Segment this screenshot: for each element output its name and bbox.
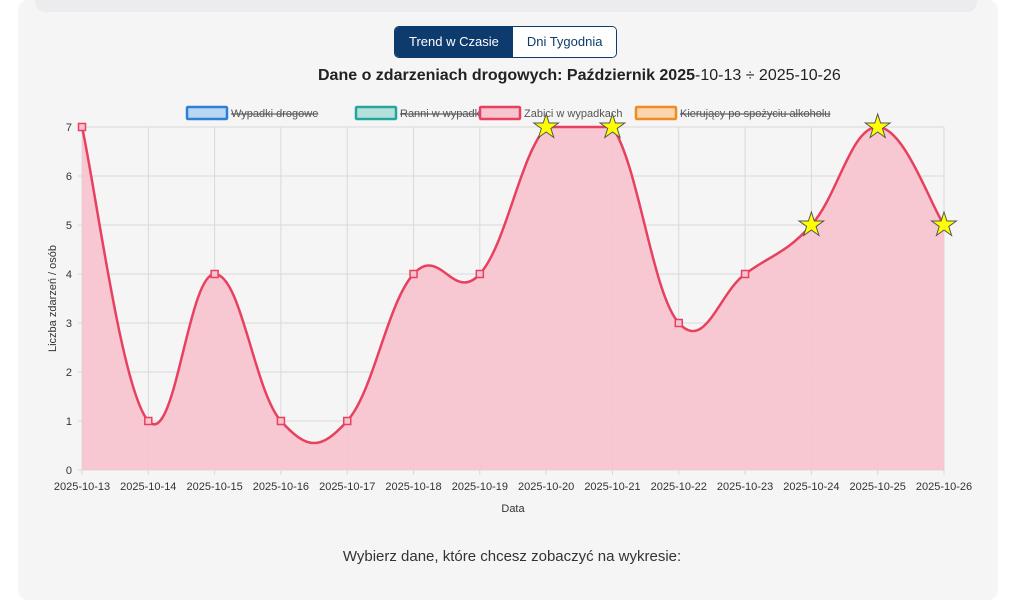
highlight-star-marker [797,210,826,237]
chart-title-year: 2025 [659,67,695,84]
chart-title-start: -10-13 [695,67,742,84]
data-point-marker [342,416,352,426]
data-selection-prompt: Wybierz dane, które chcesz zobaczyć na w… [342,548,682,565]
x-axis-title: Data [501,503,525,515]
y-tick-label: 4 [66,269,72,281]
tab-weekdays[interactable]: Dni Tygodnia [512,27,617,57]
x-tick-label: 2025-10-22 [651,481,707,493]
x-tick-label: 2025-10-15 [186,481,242,493]
x-tick-label: 2025-10-24 [783,481,839,493]
legend-swatch [634,105,678,121]
data-point-marker [409,269,418,279]
x-tick-label: 2025-10-14 [120,481,176,493]
series-area [82,127,944,470]
y-tick-label: 7 [66,122,72,134]
x-tick-label: 2025-10-19 [452,481,508,493]
x-tick-label: 2025-10-16 [253,481,309,493]
x-tick-label: 2025-10-21 [584,481,640,493]
x-tick-label: 2025-10-13 [54,481,110,493]
highlight-star-marker [930,210,958,237]
y-tick-label: 1 [66,416,72,428]
chart-title-main: Dane o zdarzeniach drogowych: Październi… [318,67,660,84]
data-point-marker [144,416,153,426]
data-point-marker [210,269,219,279]
y-tick-label: 3 [66,318,72,330]
data-point-marker [77,122,87,132]
data-point-marker [475,269,485,279]
data-point-marker [674,318,684,328]
legend-swatch [185,105,229,121]
highlight-star-marker [532,112,561,139]
top-card [35,0,977,12]
legend-label[interactable]: Kierujący po spożyciu alkoholu [680,108,830,120]
tab-trend[interactable]: Trend w Czasie [395,27,513,57]
legend-swatch [478,105,522,121]
x-tick-label: 2025-10-18 [385,481,441,493]
legend-label[interactable]: Zabici w wypadkach [524,108,622,120]
chart-title-end: 2025-10-26 [758,67,841,84]
y-tick-label: 0 [66,465,72,477]
highlight-star-marker [598,112,627,139]
legend-label[interactable]: Ranni w wypadkach [400,108,498,120]
highlight-star-marker [863,112,892,139]
data-point-marker [740,269,750,279]
data-point-marker [276,416,286,426]
x-tick-label: 2025-10-17 [319,481,375,493]
line-chart: 0 1 2 3 4 5 6 7 2025-10-13 2025-10-14 2025-10-15 20… [47,105,972,515]
chart-title: Dane o zdarzeniach drogowych: Październi… [318,67,841,85]
x-tick-label: 2025-10-23 [717,481,773,493]
y-tick-label: 2 [66,367,72,379]
x-tick-label: 2025-10-26 [916,481,972,493]
x-tick-label: 2025-10-20 [518,481,574,493]
y-tick-label: 6 [66,171,72,183]
y-tick-label: 5 [66,220,72,232]
x-tick-label: 2025-10-25 [850,481,906,493]
y-axis-title: Liczba zdarzeń / osób [47,245,59,352]
legend-swatch [354,105,398,121]
chart-title-sep: ÷ [741,67,759,84]
view-tabs: Trend w Czasie Dni Tygodnia [394,26,618,58]
legend-label[interactable]: Wypadki drogowe [231,108,318,120]
